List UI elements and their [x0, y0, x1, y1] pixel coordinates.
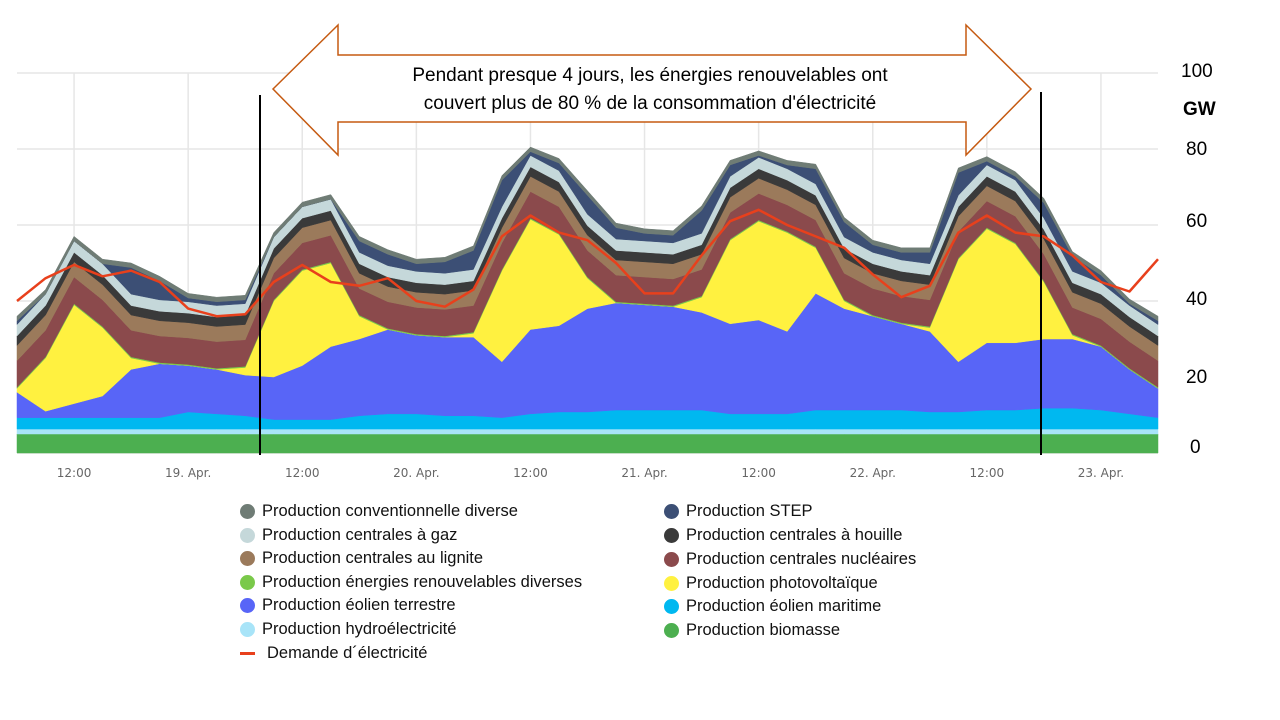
y-tick-label: 20	[1186, 367, 1208, 388]
legend-label: Production éolien terrestre	[262, 596, 456, 614]
x-tick-label: 12:00	[285, 466, 320, 480]
legend-dot-marker	[240, 551, 255, 566]
legend-dot-marker	[240, 575, 255, 590]
legend-item: Production centrales à houille	[664, 526, 902, 545]
demand-line	[16, 208, 1159, 318]
legend-dot-marker	[664, 576, 679, 591]
annotation-line-1: Pendant presque 4 jours, les énergies re…	[412, 65, 888, 86]
x-tick-label: 12:00	[741, 466, 776, 480]
legend-dot-marker	[240, 622, 255, 637]
x-axis: 12:00 19. Apr. 12:00 20. Apr. 12:00 21. Apr. 1…	[57, 466, 1124, 480]
y-axis-unit: GW	[1183, 99, 1216, 120]
legend-label: Production éolien maritime	[686, 597, 882, 615]
legend-dot-marker	[664, 623, 679, 638]
legend-label: Production centrales nucléaires	[686, 550, 917, 568]
legend-label: Production biomasse	[686, 621, 841, 639]
x-tick-label: 12:00	[513, 466, 548, 480]
legend-dot-marker	[664, 599, 679, 614]
legend-item: Demande d´électricité	[240, 644, 428, 663]
legend-item: Production centrales au lignite	[240, 549, 483, 568]
legend-item: Production centrales à gaz	[240, 526, 457, 545]
area-production-conventionnelle-diverse	[16, 146, 1159, 322]
legend-line-marker	[240, 652, 255, 655]
legend-item: Production conventionnelle diverse	[240, 502, 518, 521]
legend-label: Production centrales à gaz	[262, 526, 458, 544]
y-tick-label: 0	[1190, 437, 1201, 458]
demand-line-group	[16, 208, 1159, 318]
legend-item: Production photovoltaïque	[664, 574, 878, 593]
legend-dot-marker	[240, 504, 255, 519]
legend-item: Production hydroélectricité	[240, 620, 456, 639]
legend-label: Production énergies renouvelables divers…	[262, 573, 583, 591]
area-production-biomasse	[16, 433, 1159, 454]
y-tick-label: 80	[1186, 139, 1208, 160]
legend-label: Production conventionnelle diverse	[262, 502, 518, 520]
legend-label: Production photovoltaïque	[686, 574, 878, 592]
x-tick-label: 23. Apr.	[1078, 466, 1124, 480]
y-tick-label: 100	[1181, 61, 1213, 82]
annotation-text: Pendant presque 4 jours, les énergies re…	[340, 62, 960, 118]
stacked-areas	[16, 146, 1159, 454]
double-arrow-annotation	[271, 23, 1033, 157]
x-tick-label: 20. Apr.	[393, 466, 439, 480]
legend-item: Production énergies renouvelables divers…	[240, 573, 582, 592]
legend-dot-marker	[240, 598, 255, 613]
legend-dot-marker	[240, 528, 255, 543]
y-tick-label: 40	[1186, 289, 1208, 310]
x-tick-label: 19. Apr.	[165, 466, 211, 480]
x-tick-label: 12:00	[970, 466, 1005, 480]
legend-item: Production centrales nucléaires	[664, 550, 916, 569]
legend-item: Production biomasse	[664, 621, 840, 640]
x-tick-label: 22. Apr.	[850, 466, 896, 480]
legend-label: Production centrales à houille	[686, 526, 903, 544]
x-tick-label: 12:00	[57, 466, 92, 480]
legend-dot-marker	[664, 528, 679, 543]
legend-item: Production éolien maritime	[664, 597, 881, 616]
legend-label: Production STEP	[686, 502, 813, 520]
legend-dot-marker	[664, 552, 679, 567]
legend-item: Production éolien terrestre	[240, 596, 456, 615]
x-tick-label: 21. Apr.	[621, 466, 667, 480]
legend-dot-marker	[664, 504, 679, 519]
legend-label: Demande d´électricité	[267, 644, 428, 662]
y-tick-label: 60	[1186, 211, 1208, 232]
legend-item: Production STEP	[664, 502, 813, 521]
area-production-hydro-lectricit-	[16, 428, 1159, 435]
legend-label: Production centrales au lignite	[262, 549, 484, 567]
annotation-line-2: couvert plus de 80 % de la consommation …	[423, 93, 877, 114]
legend-label: Production hydroélectricité	[262, 620, 457, 638]
